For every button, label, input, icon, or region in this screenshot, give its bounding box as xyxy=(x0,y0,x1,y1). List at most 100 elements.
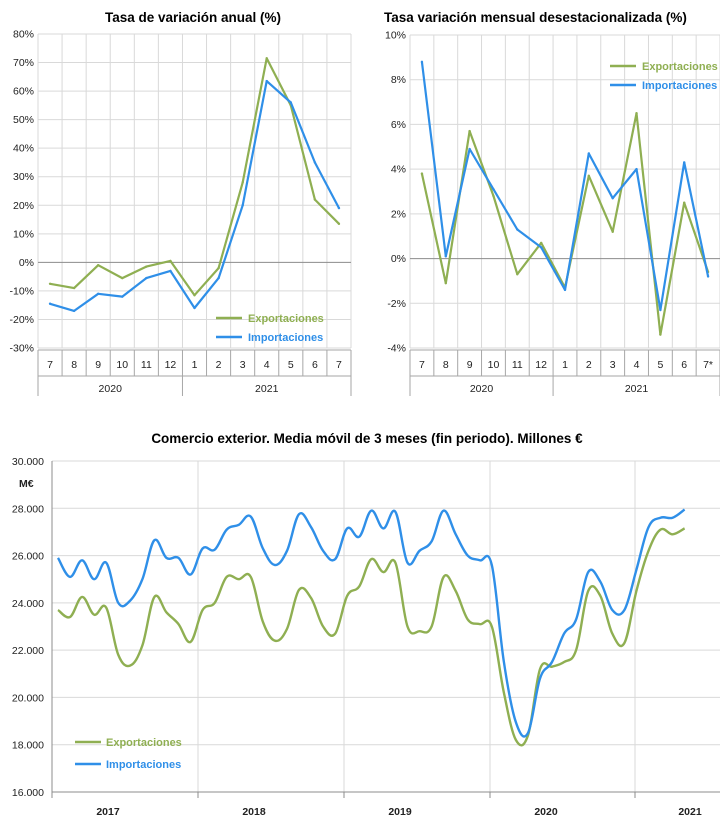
y-tick-label: 6% xyxy=(391,119,406,131)
y-tick-label: 10% xyxy=(13,228,34,240)
year-label: 2020 xyxy=(99,383,123,395)
data-point xyxy=(121,295,124,298)
y-tick-label: 4% xyxy=(391,164,406,176)
y-tick-label: 20.000 xyxy=(12,692,44,704)
series-line-exportaciones xyxy=(420,112,710,336)
data-point xyxy=(420,60,424,64)
year-label: 2021 xyxy=(255,383,279,395)
data-point xyxy=(337,206,341,210)
data-point xyxy=(241,181,244,184)
y-tick-label: -2% xyxy=(387,298,406,310)
x-tick-label: 9 xyxy=(95,359,101,371)
data-point xyxy=(611,230,614,233)
data-point xyxy=(48,302,52,305)
legend-label: Importaciones xyxy=(106,759,181,771)
x-tick-label: 12 xyxy=(535,359,547,371)
y-tick-label: 28.000 xyxy=(12,503,44,515)
data-point xyxy=(420,172,424,175)
data-point xyxy=(539,241,543,245)
x-tick-label: 2 xyxy=(216,359,222,371)
x-tick-label: 5 xyxy=(657,359,663,371)
data-point xyxy=(48,282,52,285)
data-point xyxy=(169,269,172,273)
x-tick-label: 10 xyxy=(116,359,128,371)
data-point xyxy=(635,112,638,115)
y-tick-label: 2% xyxy=(391,208,406,220)
x-tick-label: 7* xyxy=(703,359,713,371)
data-point xyxy=(96,264,100,267)
y-tick-label: -10% xyxy=(9,285,34,297)
y-tick-label: 40% xyxy=(13,143,34,155)
data-point xyxy=(96,292,100,295)
year-label: 2020 xyxy=(534,806,558,818)
data-point xyxy=(468,129,471,133)
y-tick-label: 20% xyxy=(13,200,34,212)
data-point xyxy=(444,281,447,285)
y-tick-label: 80% xyxy=(13,29,34,41)
chart-3: Comercio exterior. Media móvil de 3 mese… xyxy=(12,431,720,818)
data-point xyxy=(241,204,244,207)
x-tick-label: 6 xyxy=(312,359,318,371)
y-tick-label: -4% xyxy=(387,343,406,355)
data-point xyxy=(193,306,196,310)
data-point xyxy=(217,266,220,270)
y-tick-label: 60% xyxy=(13,86,34,98)
y-tick-label: 22.000 xyxy=(12,645,44,657)
data-point xyxy=(587,152,591,155)
data-point xyxy=(337,222,341,226)
y-tick-label: 24.000 xyxy=(12,598,44,610)
data-point xyxy=(659,308,662,312)
data-point xyxy=(492,194,495,198)
year-label: 2017 xyxy=(96,806,120,818)
chart-title: Tasa variación mensual desestacionalizad… xyxy=(384,10,687,25)
data-point xyxy=(72,309,76,313)
x-tick-label: 3 xyxy=(610,359,616,371)
year-label: 2019 xyxy=(388,806,412,818)
data-point xyxy=(145,265,148,268)
data-point xyxy=(516,228,519,231)
y-tick-label: -20% xyxy=(9,314,34,326)
x-tick-label: 1 xyxy=(192,359,198,371)
y-tick-label: 0% xyxy=(391,253,406,265)
series-line-importaciones xyxy=(49,80,340,312)
x-tick-label: 12 xyxy=(165,359,177,371)
data-point xyxy=(193,293,196,297)
year-label: 2021 xyxy=(625,383,649,395)
data-point xyxy=(265,79,268,83)
y-tick-label: 70% xyxy=(13,57,34,69)
x-tick-label: 2 xyxy=(586,359,592,371)
data-point xyxy=(611,197,614,200)
chart-1: Tasa de variación anual (%) -30% -20% -10% 0… xyxy=(9,10,352,396)
data-point xyxy=(706,275,710,278)
data-point xyxy=(468,147,471,151)
data-point xyxy=(587,174,591,178)
data-point xyxy=(265,57,268,60)
legend-label: Importaciones xyxy=(642,80,717,92)
year-label: 2021 xyxy=(678,806,702,818)
data-point xyxy=(635,167,638,171)
data-point xyxy=(563,288,567,292)
data-point xyxy=(683,161,686,164)
year-label: 2020 xyxy=(470,383,494,395)
x-tick-label: 11 xyxy=(141,359,152,371)
y-tick-label: 10% xyxy=(385,30,406,42)
chart-title: Comercio exterior. Media móvil de 3 mese… xyxy=(151,431,583,446)
data-point xyxy=(72,286,76,290)
y-tick-label: 8% xyxy=(391,74,406,86)
legend-label: Exportaciones xyxy=(106,737,182,749)
x-tick-label: 7 xyxy=(47,359,53,371)
y-tick-label: 18.000 xyxy=(12,740,44,752)
x-tick-label: 7 xyxy=(419,359,425,371)
x-tick-label: 8 xyxy=(443,359,449,371)
x-tick-label: 1 xyxy=(562,359,568,371)
x-tick-label: 3 xyxy=(240,359,246,371)
series-line-importaciones xyxy=(420,61,710,312)
x-tick-label: 7 xyxy=(336,359,342,371)
data-point xyxy=(313,161,317,164)
x-tick-label: 10 xyxy=(488,359,500,371)
y-tick-label: 30% xyxy=(13,171,34,183)
chart-2: Tasa variación mensual desestacionalizad… xyxy=(384,10,720,396)
data-point xyxy=(289,101,293,104)
x-tick-label: 9 xyxy=(467,359,473,371)
